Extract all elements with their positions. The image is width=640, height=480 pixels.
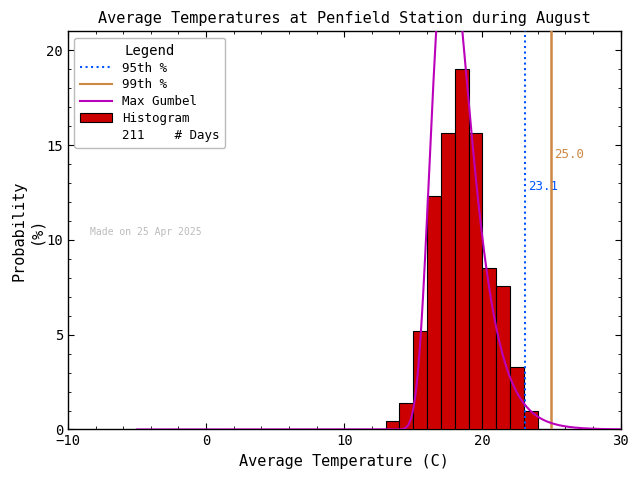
Text: Made on 25 Apr 2025: Made on 25 Apr 2025 bbox=[90, 228, 202, 238]
Bar bbox=[386, 420, 399, 430]
Title: Average Temperatures at Penfield Station during August: Average Temperatures at Penfield Station… bbox=[98, 11, 591, 26]
Bar bbox=[441, 133, 455, 430]
Text: 23.1: 23.1 bbox=[528, 180, 558, 193]
Bar bbox=[510, 367, 524, 430]
Bar bbox=[496, 286, 510, 430]
Bar bbox=[427, 196, 441, 430]
Bar bbox=[468, 133, 483, 430]
X-axis label: Average Temperature (C): Average Temperature (C) bbox=[239, 454, 449, 469]
Y-axis label: Probability
(%): Probability (%) bbox=[11, 180, 44, 281]
Bar bbox=[483, 268, 496, 430]
Legend: 95th %, 99th %, Max Gumbel, Histogram, 211    # Days: 95th %, 99th %, Max Gumbel, Histogram, 2… bbox=[74, 38, 225, 148]
Bar bbox=[399, 403, 413, 430]
Text: 25.0: 25.0 bbox=[554, 148, 584, 161]
Bar bbox=[524, 411, 538, 430]
Bar bbox=[455, 69, 468, 430]
Bar bbox=[413, 331, 427, 430]
